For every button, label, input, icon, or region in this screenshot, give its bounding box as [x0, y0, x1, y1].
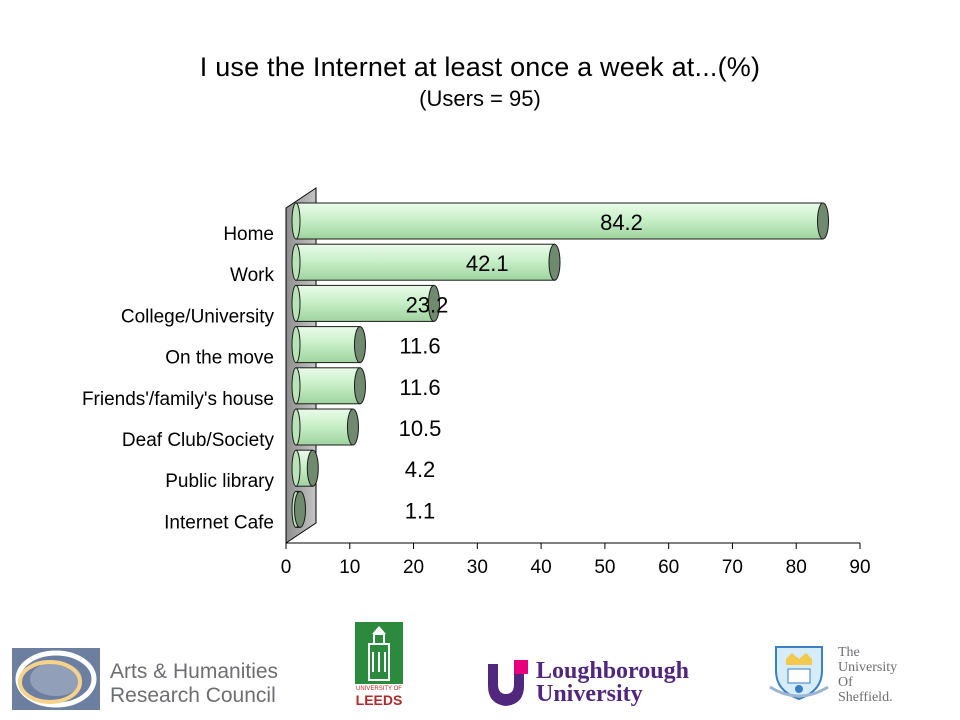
bar-body	[295, 408, 354, 446]
loughborough-line2: University	[536, 681, 643, 707]
category-label: College/University	[121, 306, 275, 327]
ahrc-logo: Arts & Humanities Research Council	[12, 648, 282, 710]
x-tick-label: 90	[849, 557, 870, 578]
bar-cap	[346, 408, 359, 446]
x-tick-label: 40	[531, 557, 552, 578]
ahrc-line2: Research Council	[110, 684, 276, 707]
category-label: Work	[230, 265, 274, 286]
chart-title: I use the Internet at least once a week …	[199, 52, 761, 82]
bar-body	[295, 202, 824, 240]
x-tick-label: 0	[281, 557, 292, 578]
chart-side-wall	[285, 187, 317, 544]
ahrc-line1: Arts & Humanities	[110, 660, 279, 683]
category-label: Home	[223, 224, 274, 245]
chart-subtitle: (Users = 95)	[419, 86, 541, 111]
leeds-tower-icon	[368, 626, 390, 681]
bar-cap	[353, 367, 366, 405]
bar-base	[291, 284, 301, 322]
bar-data-label: 84.2	[600, 210, 643, 235]
leeds-line1: UNIVERSITY OF	[356, 686, 402, 692]
bar-cap	[306, 449, 319, 487]
x-tick-label: 60	[658, 557, 679, 578]
loughborough-shield-icon	[488, 660, 528, 706]
bar-chart: 0 10 20 30 40 50 60 70 80 90 84.2 42.1 23.2 11.6 11.6…	[82, 187, 871, 578]
bar-data-label: 42.1	[466, 251, 509, 276]
category-label: Friends'/family's house	[82, 389, 274, 410]
bar-cap	[353, 326, 366, 364]
category-label: Deaf Club/Society	[122, 430, 275, 451]
bar-base	[291, 202, 301, 240]
bar-base	[291, 408, 301, 446]
bar-base	[291, 326, 301, 364]
x-tick-label: 70	[722, 557, 743, 578]
bar-cap	[817, 202, 830, 240]
bar-body	[295, 367, 361, 405]
bar-data-label: 23.2	[406, 292, 449, 317]
sheffield-line2: University	[838, 660, 898, 675]
bar-data-label: 11.6	[399, 334, 440, 359]
bar-cap	[427, 284, 440, 322]
sheffield-logo: The University Of Sheffield.	[768, 643, 928, 711]
sheffield-crest-icon	[769, 646, 829, 701]
bar-data-label: 4.2	[405, 457, 436, 482]
bar-data-label: 11.6	[399, 375, 440, 400]
bar-body	[295, 326, 361, 364]
category-label: Internet Cafe	[164, 512, 274, 533]
sheffield-line3: Of	[838, 675, 853, 690]
category-label: On the move	[165, 348, 274, 369]
bar-base	[291, 243, 301, 281]
x-tick-label: 10	[339, 557, 360, 578]
x-tick-label: 30	[467, 557, 488, 578]
loughborough-logo: Loughborough University	[488, 658, 708, 708]
ahrc-emblem-icon	[12, 648, 100, 710]
bar-cap	[294, 490, 306, 528]
x-tick-label: 80	[786, 557, 807, 578]
x-tick-label: 50	[594, 557, 615, 578]
leeds-line2: LEEDS	[355, 692, 403, 708]
x-tick-label: 20	[403, 557, 424, 578]
category-label: Public library	[165, 471, 274, 492]
bar-body	[295, 243, 556, 281]
bar-base	[291, 449, 301, 487]
loughborough-line1: Loughborough	[536, 658, 689, 684]
bar-data-label: 10.5	[399, 416, 442, 441]
leeds-logo: UNIVERSITY OF LEEDS	[355, 622, 403, 714]
bar-data-label: 1.1	[405, 498, 436, 523]
sheffield-line4: Sheffield.	[838, 690, 893, 705]
sheffield-line1: The	[838, 645, 860, 660]
bar-base	[291, 367, 301, 405]
bar-cap	[548, 243, 561, 281]
